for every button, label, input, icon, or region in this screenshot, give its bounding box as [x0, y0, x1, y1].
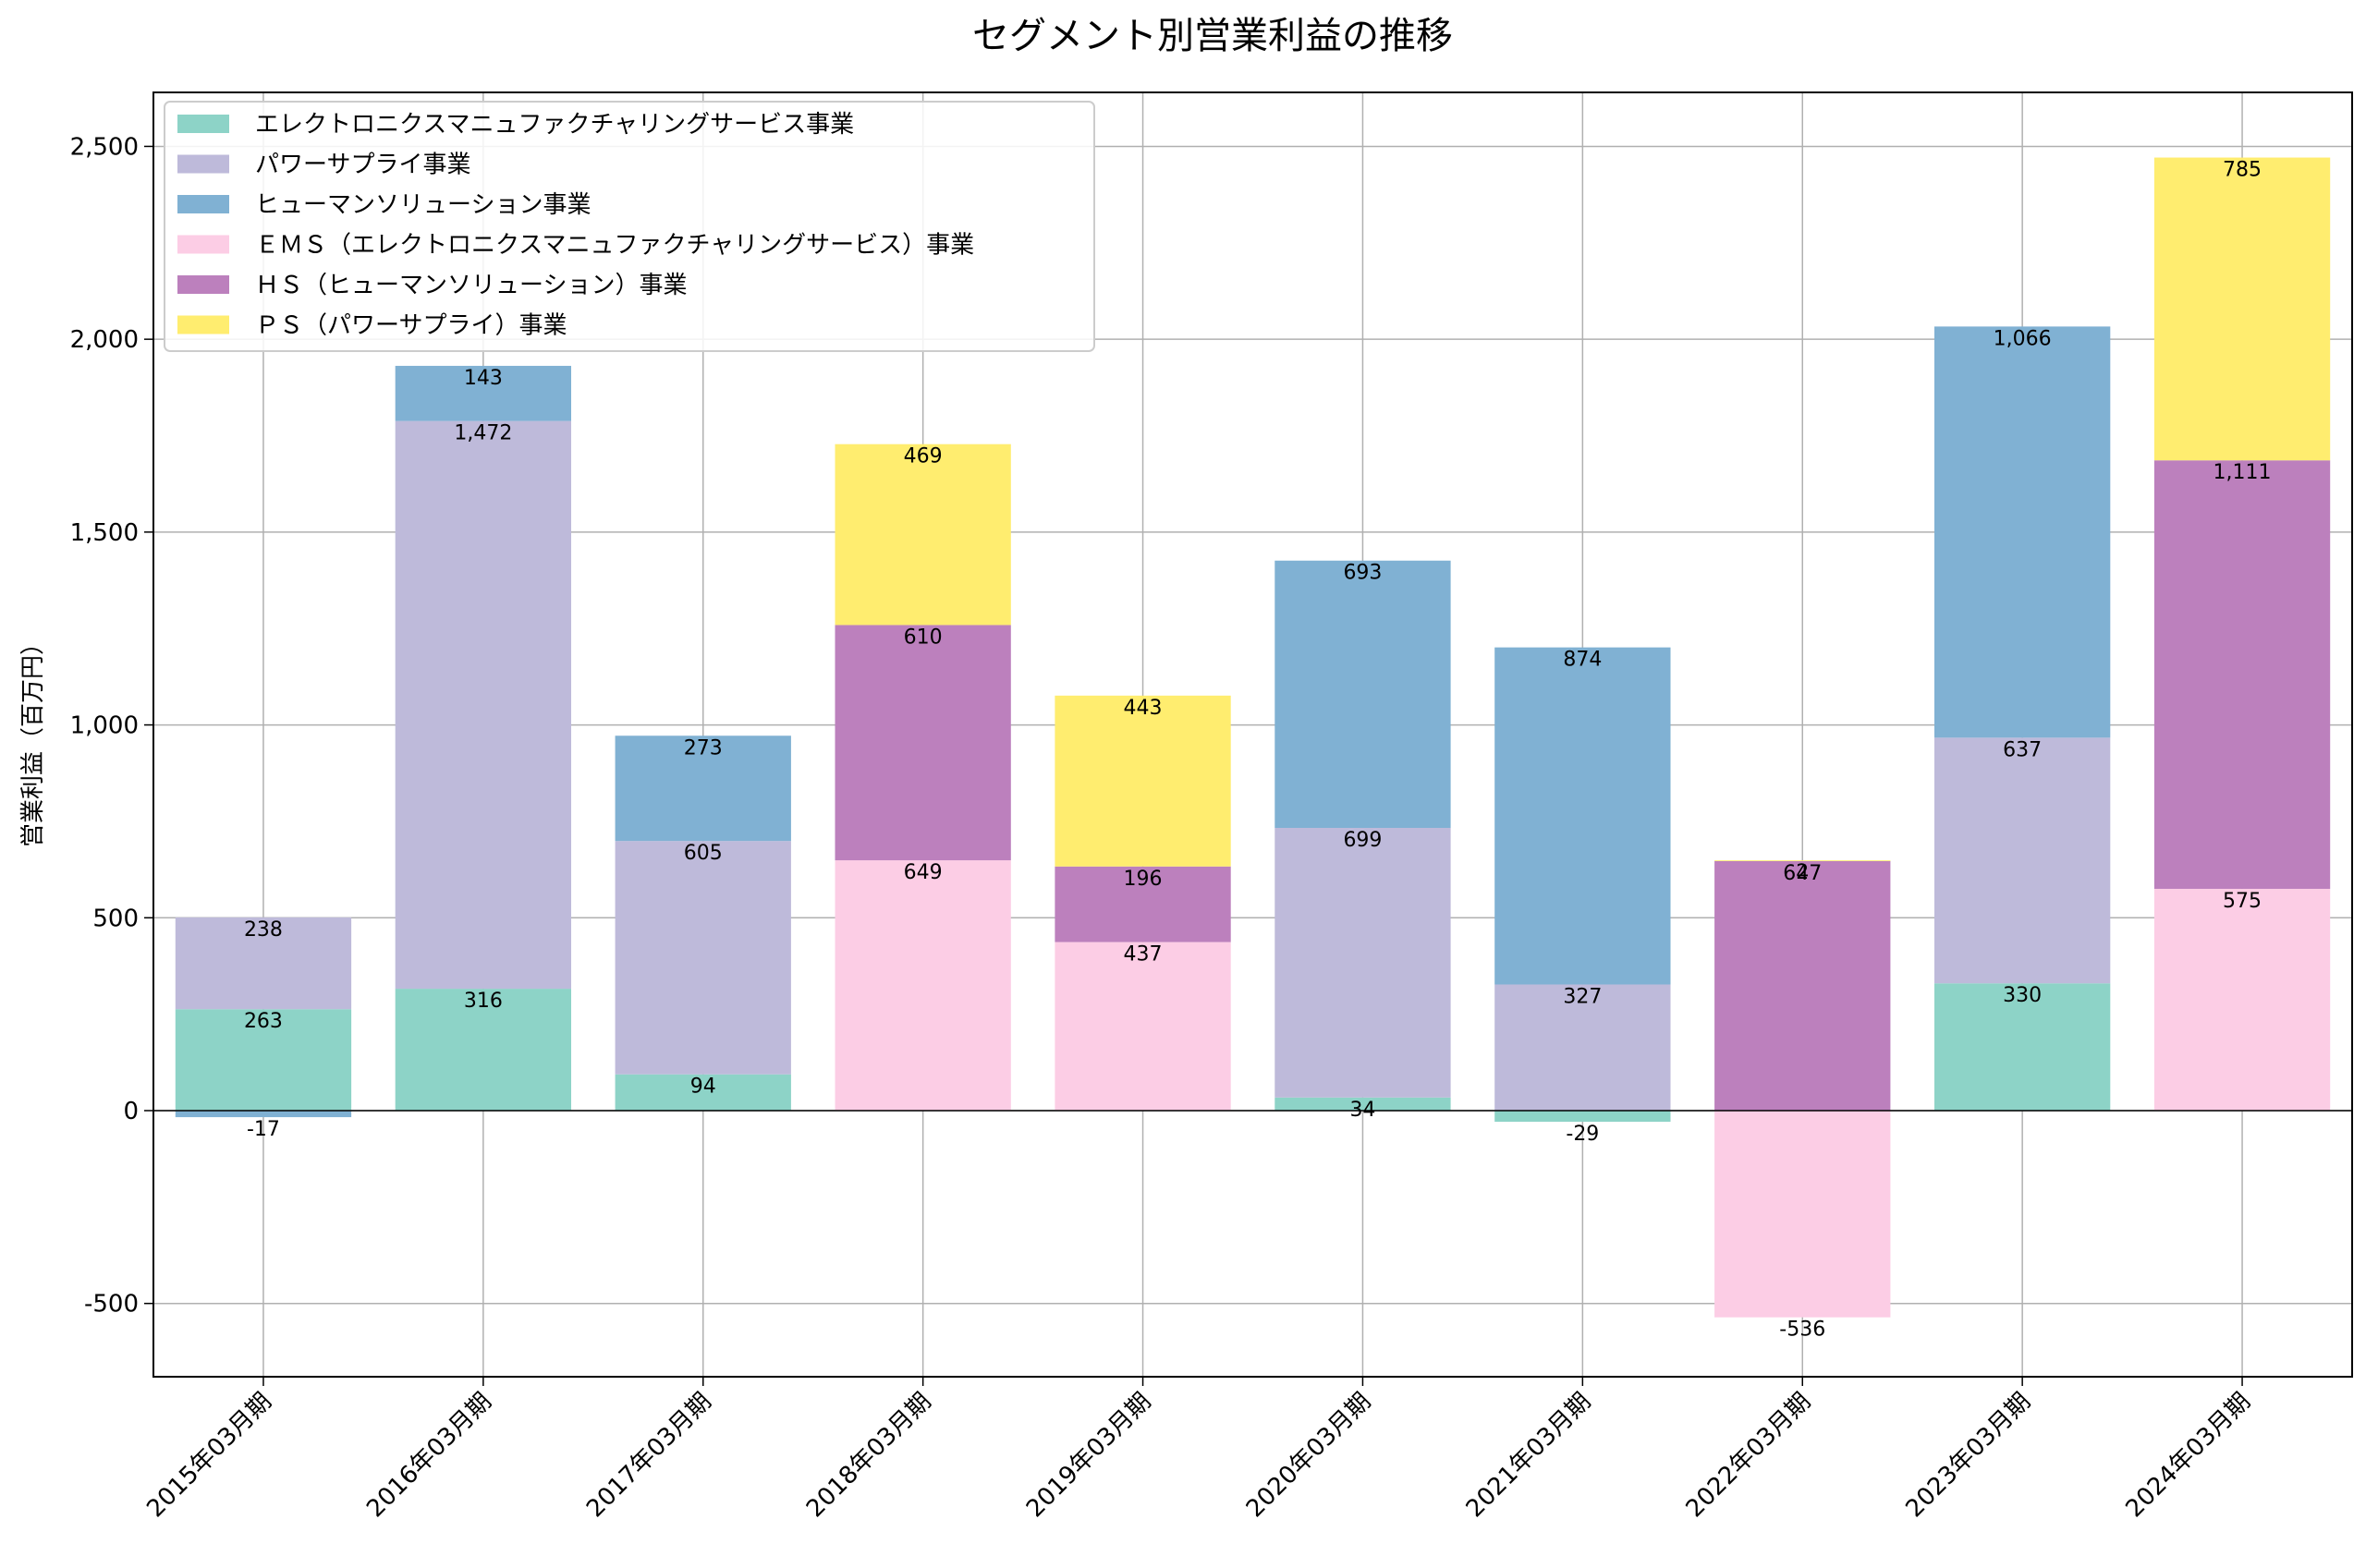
legend-box — [164, 101, 1095, 352]
legend-label: ＥＭＳ（エレクトロニクスマニュファクチャリングサービス）事業 — [255, 232, 974, 260]
x-tick-label: 2022年03月期 — [1681, 1388, 1817, 1524]
bar-segment — [1274, 1097, 1451, 1111]
y-tick-label: 2,500 — [70, 133, 139, 161]
data-label: 637 — [2003, 738, 2042, 761]
y-tick-label: 0 — [123, 1098, 139, 1125]
data-label: 649 — [904, 861, 943, 884]
bars — [175, 157, 2331, 1318]
data-label: 699 — [1343, 829, 1382, 852]
x-tick-label: 2016年03月期 — [361, 1388, 497, 1524]
bar-segment — [1714, 1110, 1891, 1318]
bar-segment — [1494, 647, 1671, 985]
bar-segment — [835, 625, 1011, 861]
bar-segment — [1714, 860, 1891, 1111]
x-tick-label: 2015年03月期 — [141, 1388, 277, 1524]
data-label: -29 — [1566, 1123, 1599, 1146]
data-label: 1,472 — [454, 422, 512, 445]
y-axis-ticks: -500 0 500 1,000 1,500 2,000 2,500 — [70, 133, 153, 1319]
data-label: 327 — [1563, 985, 1602, 1008]
legend-label: ヒューマンソリューション事業 — [255, 191, 591, 219]
y-tick-label: 2,000 — [70, 326, 139, 354]
bar-segment — [835, 860, 1011, 1111]
data-label: 605 — [684, 842, 723, 865]
x-tick-label: 2021年03月期 — [1461, 1388, 1597, 1524]
bar-segment — [1494, 984, 1671, 1111]
data-label: 34 — [1349, 1099, 1375, 1122]
y-tick-label: -500 — [84, 1291, 139, 1319]
data-label: 469 — [904, 445, 943, 468]
y-tick-label: 1,500 — [70, 519, 139, 547]
data-label: -17 — [247, 1118, 280, 1141]
data-label: 647 — [1783, 862, 1822, 885]
bar-segment — [615, 735, 791, 842]
x-axis-ticks: 2015年03月期 2016年03月期 2017年03月期 2018年03月期 2019… — [141, 1377, 2256, 1523]
bar-segment — [615, 841, 791, 1075]
legend-swatch — [177, 195, 229, 213]
data-label: 1,066 — [1994, 327, 2052, 350]
bar-segment — [395, 365, 572, 421]
bar-segment — [175, 917, 352, 1010]
x-tick-label: 2023年03月期 — [1901, 1388, 2037, 1524]
bar-segment — [395, 989, 572, 1111]
bar-segment — [2153, 888, 2331, 1111]
legend-swatch — [177, 154, 229, 174]
data-labels: 263 238 -17 316 1,472 143 94 605 273 649 610 469 437… — [244, 159, 2272, 1342]
bar-segment — [835, 444, 1011, 626]
legend-swatch — [177, 275, 229, 294]
data-label: 263 — [244, 1010, 283, 1033]
bar-segment — [1494, 1110, 1671, 1123]
x-tick-label: 2024年03月期 — [2120, 1388, 2256, 1524]
bar-segment — [395, 420, 572, 990]
x-tick-label: 2019年03月期 — [1021, 1388, 1157, 1524]
data-label: 874 — [1563, 649, 1602, 672]
data-label: 238 — [244, 918, 283, 942]
data-label: 143 — [464, 367, 503, 390]
y-tick-label: 500 — [92, 905, 139, 932]
data-label: 316 — [464, 990, 503, 1013]
data-label: 273 — [684, 736, 723, 760]
bar-segment — [1055, 866, 1231, 942]
data-label: 1,111 — [2214, 461, 2272, 484]
legend-label: パワーサプライ事業 — [255, 152, 470, 179]
y-axis-label: 営業利益（百万円） — [19, 631, 47, 847]
legend-label: エレクトロニクスマニュファクチャリングサービス事業 — [255, 111, 854, 139]
data-label: 785 — [2223, 159, 2262, 182]
x-tick-label: 2020年03月期 — [1241, 1388, 1377, 1524]
data-label: 196 — [1124, 868, 1163, 891]
legend-swatch — [177, 235, 229, 254]
bar-segment — [1055, 942, 1231, 1111]
x-tick-label: 2017年03月期 — [581, 1388, 717, 1524]
data-label: 330 — [2003, 984, 2042, 1007]
y-tick-label: 1,000 — [70, 712, 139, 740]
bar-segment — [1274, 560, 1451, 829]
legend-swatch — [177, 115, 229, 133]
legend-label: ＨＳ（ヒューマンソリューション）事業 — [255, 272, 687, 299]
bar-segment — [1274, 828, 1451, 1098]
data-label: 94 — [690, 1076, 716, 1099]
bar-segment — [1055, 695, 1231, 867]
chart-title: セグメント別営業利益の推移 — [972, 15, 1453, 57]
data-label: -536 — [1779, 1319, 1825, 1342]
data-label: 575 — [2223, 890, 2262, 913]
legend: エレクトロニクスマニュファクチャリングサービス事業パワーサプライ事業ヒューマンソ… — [164, 101, 1095, 352]
x-tick-label: 2018年03月期 — [801, 1388, 937, 1524]
legend-swatch — [177, 315, 229, 334]
data-label: 2 — [1796, 861, 1809, 884]
data-label: 610 — [904, 626, 943, 649]
bar-segment — [1714, 860, 1891, 861]
data-label: 693 — [1343, 562, 1382, 585]
bar-segment — [2153, 157, 2331, 461]
bar-segment — [2153, 460, 2331, 889]
bar-segment — [175, 1110, 352, 1118]
bar-segment — [1933, 983, 2111, 1111]
bar-segment — [1933, 737, 2111, 984]
bar-segment — [1933, 326, 2111, 738]
data-label: 437 — [1124, 943, 1163, 966]
plot-frame — [152, 91, 2353, 1378]
bar-segment — [175, 1009, 352, 1111]
legend-label: ＰＳ（パワーサプライ）事業 — [255, 312, 567, 340]
data-label: 443 — [1124, 697, 1163, 720]
bar-segment — [615, 1074, 791, 1111]
